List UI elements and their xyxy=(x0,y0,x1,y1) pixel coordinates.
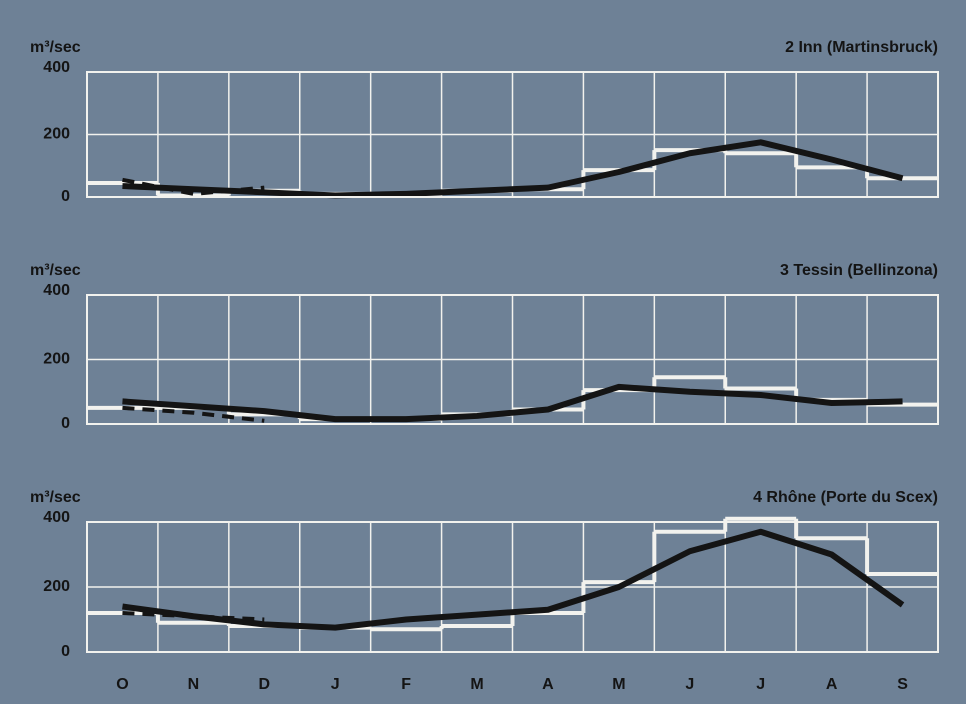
x-tick-label: N xyxy=(188,676,200,693)
dashed-line xyxy=(122,405,265,423)
x-tick-label: D xyxy=(259,676,271,693)
x-tick-label: J xyxy=(685,676,694,693)
y-axis-label: m³/sec xyxy=(30,489,81,506)
x-tick-label: O xyxy=(116,676,128,693)
plot-frame xyxy=(86,71,939,198)
y-tick-label: 0 xyxy=(61,643,70,660)
y-tick-label: 400 xyxy=(43,59,70,76)
x-tick-label: A xyxy=(542,676,554,693)
dashed-line xyxy=(122,177,265,196)
y-tick-label: 200 xyxy=(43,578,70,595)
line xyxy=(122,383,903,423)
line xyxy=(122,139,904,199)
y-axis-label: m³/sec xyxy=(30,262,81,279)
x-tick-label: M xyxy=(470,676,483,693)
x-tick-label: J xyxy=(331,676,340,693)
line xyxy=(122,528,905,631)
x-tick-label: M xyxy=(612,676,625,693)
y-axis-label: m³/sec xyxy=(30,39,81,56)
plot-frame xyxy=(86,521,939,653)
x-tick-label: S xyxy=(897,676,908,693)
y-tick-label: 400 xyxy=(43,509,70,526)
y-tick-label: 200 xyxy=(43,126,70,143)
y-tick-label: 400 xyxy=(43,282,70,299)
y-tick-label: 200 xyxy=(43,351,70,368)
panel-title: 3 Tessin (Bellinzona) xyxy=(780,262,938,279)
y-tick-label: 0 xyxy=(61,188,70,205)
x-tick-label: J xyxy=(756,676,765,693)
y-tick-label: 0 xyxy=(61,415,70,432)
dashed-line xyxy=(122,611,265,622)
x-tick-label: F xyxy=(401,676,411,693)
plot-frame xyxy=(86,294,939,425)
panel-title: 4 Rhône (Porte du Scex) xyxy=(753,489,938,506)
panel-title: 2 Inn (Martinsbruck) xyxy=(785,39,938,56)
x-tick-label: A xyxy=(826,676,838,693)
